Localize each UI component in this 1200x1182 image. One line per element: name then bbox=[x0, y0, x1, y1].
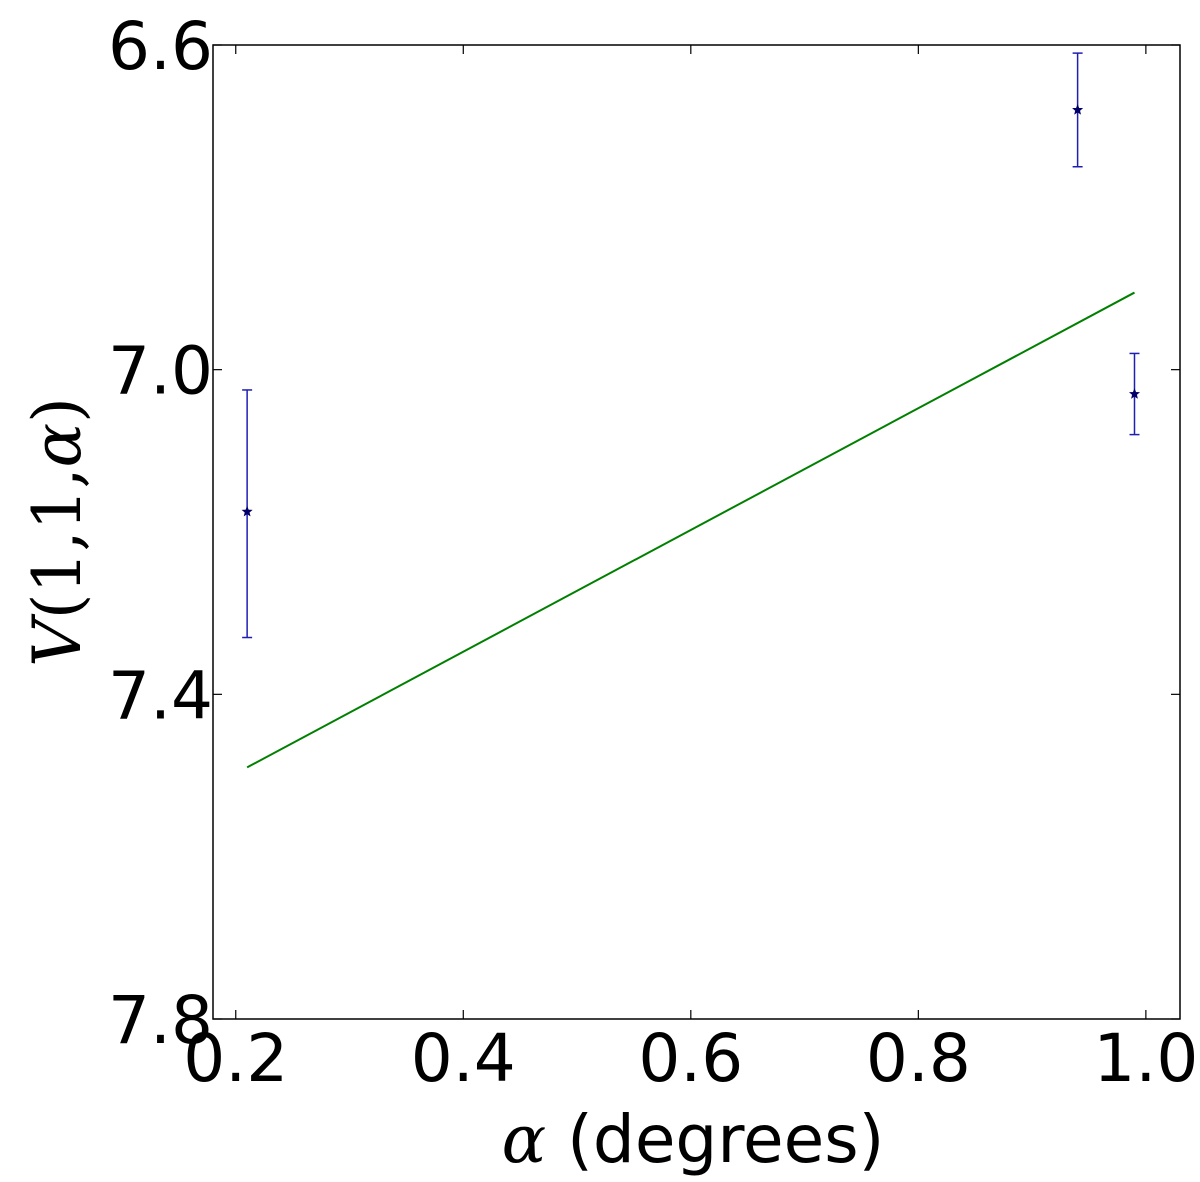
plot-frame bbox=[212, 44, 1181, 1020]
y-tick-label: 7.0 bbox=[108, 333, 213, 410]
y-tick-label: 7.4 bbox=[108, 657, 213, 734]
x-tick-label: 0.8 bbox=[866, 1020, 971, 1097]
y-axis-label-text: 1 bbox=[19, 488, 96, 530]
y-axis-label-text: 1 bbox=[19, 551, 96, 593]
errorbar-point bbox=[1128, 352, 1141, 436]
y-tick-label: 6.6 bbox=[108, 8, 213, 85]
errorbar-point bbox=[241, 389, 253, 639]
x-axis-label-text: (degrees) bbox=[546, 1101, 884, 1178]
x-tick-label: 0.4 bbox=[411, 1020, 516, 1097]
errorbar-point bbox=[1072, 52, 1084, 168]
y-axis-label: V(1,1,α) bbox=[19, 397, 96, 667]
y-axis-label-symbol: V bbox=[19, 613, 96, 667]
y-axis-label-text: , bbox=[19, 530, 96, 551]
y-axis-label-symbol: α bbox=[19, 423, 96, 468]
x-tick-label: 0.2 bbox=[183, 1020, 288, 1097]
plot-background bbox=[213, 45, 1180, 1019]
x-axis-label-symbol: α bbox=[502, 1101, 547, 1178]
star-marker bbox=[1128, 388, 1141, 399]
star-marker bbox=[1072, 104, 1084, 115]
x-tick-label: 1.0 bbox=[1093, 1020, 1198, 1097]
y-tick-label: 7.8 bbox=[108, 982, 213, 1059]
fit-line bbox=[246, 291, 1135, 769]
series-layer bbox=[241, 52, 1141, 769]
star-marker bbox=[241, 505, 253, 517]
tick-labels: 0.2 0.4 0.6 0.8 1.0 6.6 7.0 7.4 7.8 bbox=[108, 8, 1198, 1097]
x-tick-label: 0.6 bbox=[638, 1020, 743, 1097]
y-axis-label-text: ) bbox=[19, 397, 96, 423]
y-axis-label-text: ( bbox=[19, 593, 96, 619]
x-axis-label: α (degrees) bbox=[502, 1101, 885, 1178]
y-axis-label-text: , bbox=[19, 467, 96, 488]
